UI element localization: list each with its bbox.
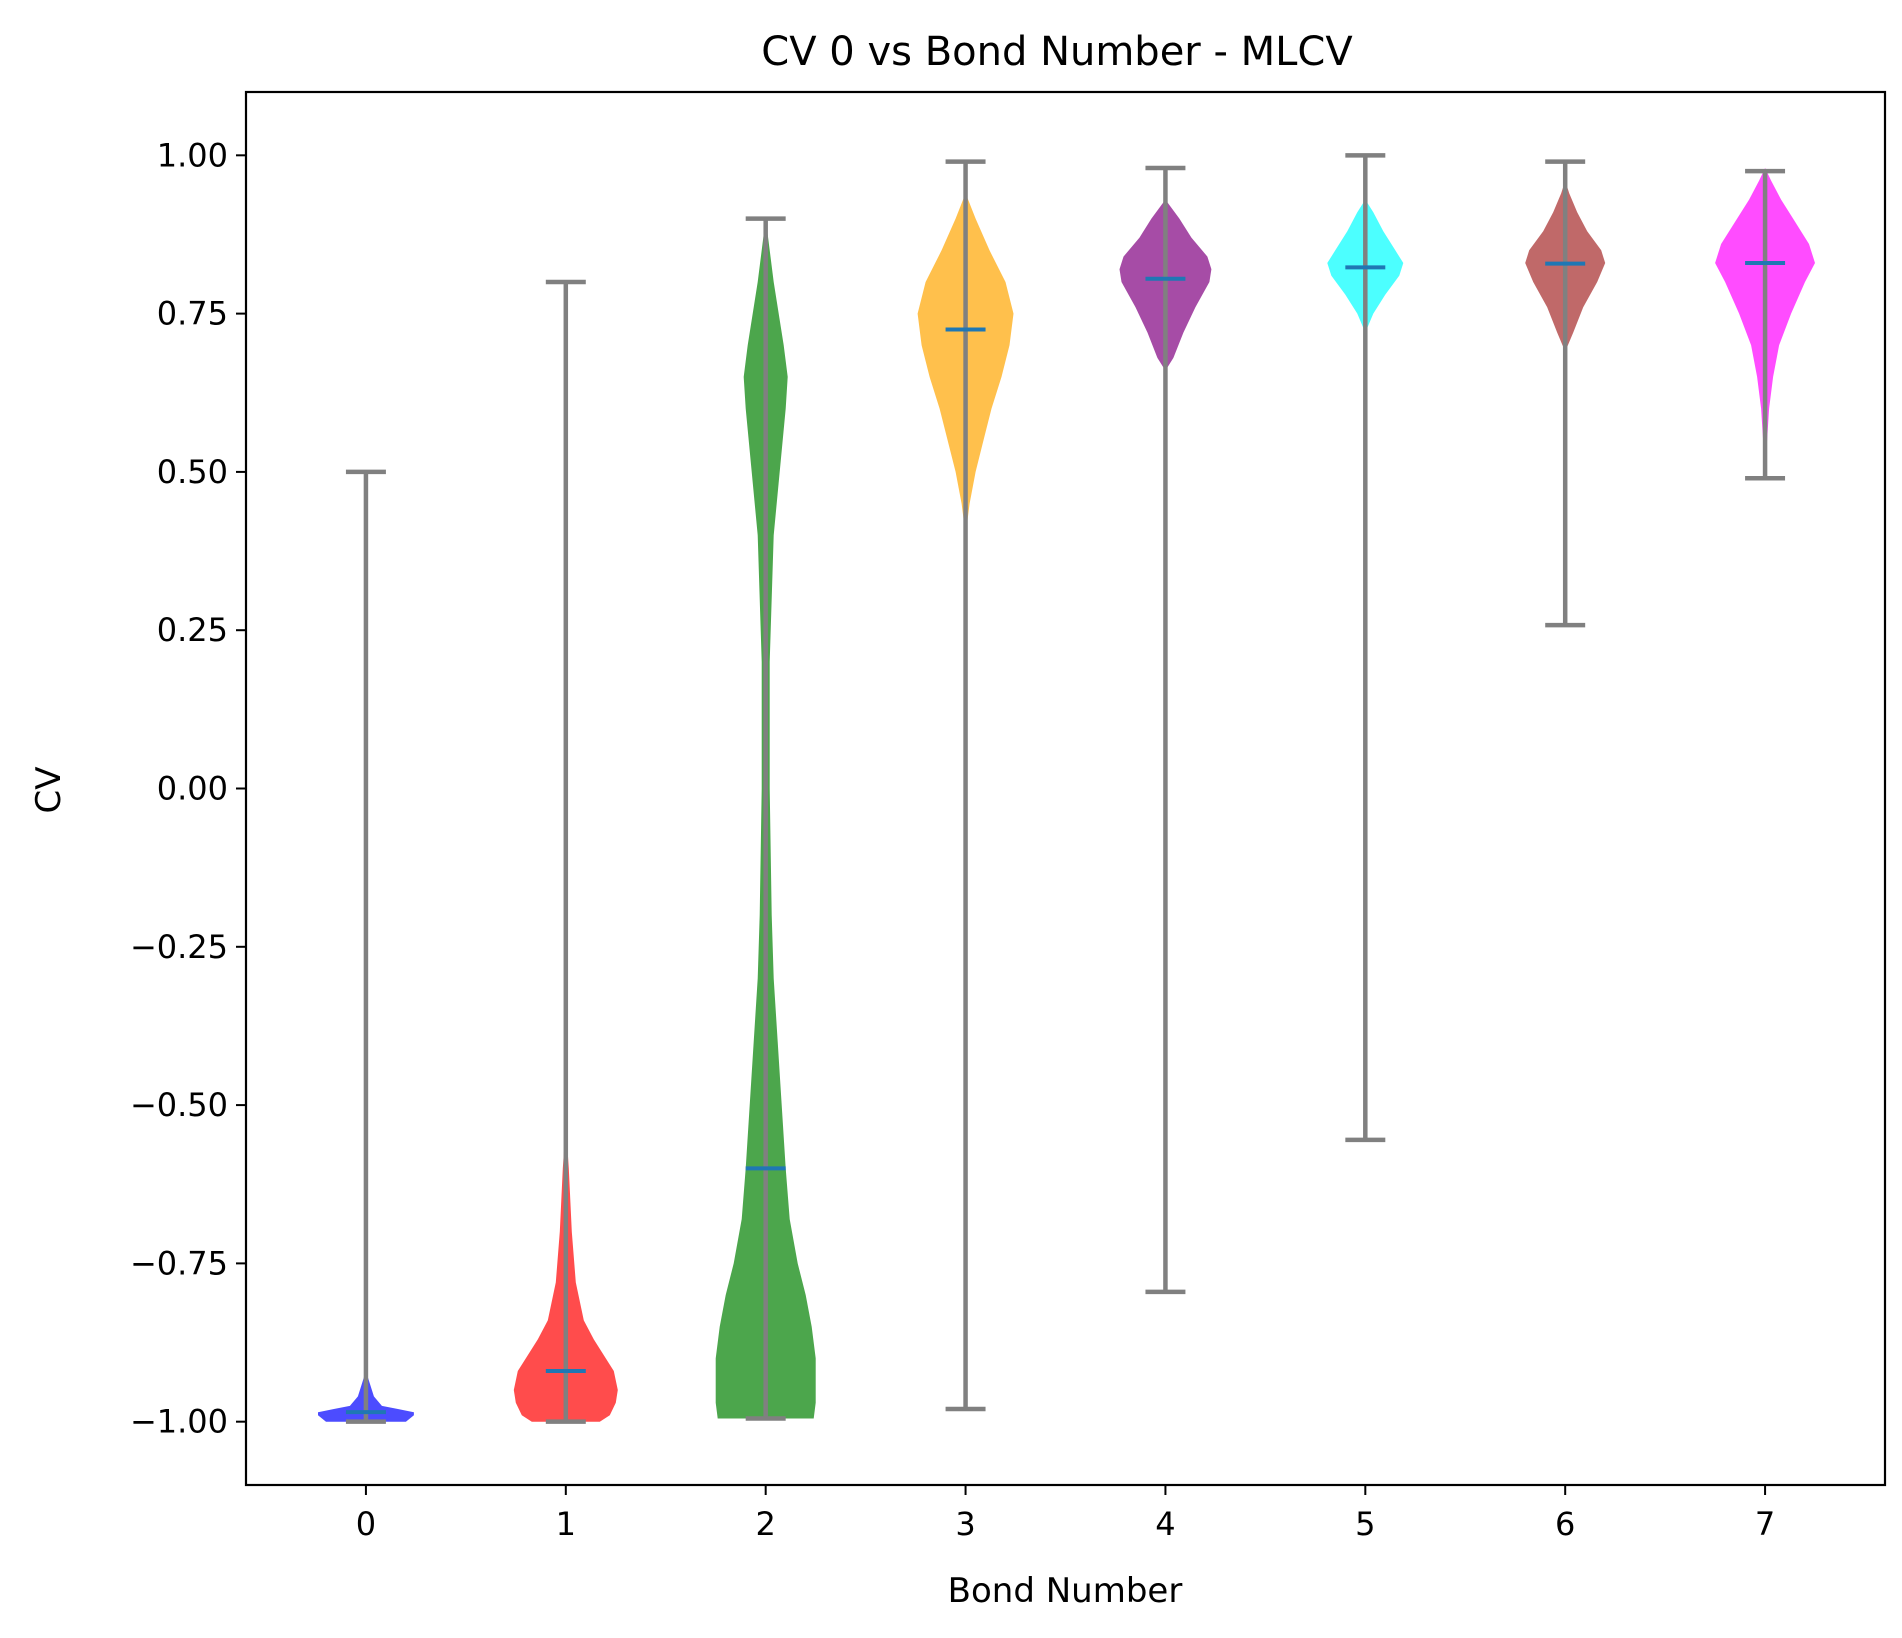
y-tick-label: 0.50 [157, 453, 228, 491]
x-tick-label-7: 7 [1755, 1505, 1775, 1543]
violin-group-0 [318, 469, 414, 1424]
x-tick-label-0: 0 [356, 1505, 376, 1543]
y-tick-label: 0.25 [157, 611, 228, 649]
x-tick-label-1: 1 [556, 1505, 576, 1543]
plot-area [318, 153, 1815, 1424]
y-tick-label: −0.75 [130, 1244, 228, 1282]
x-tick-label-6: 6 [1555, 1505, 1575, 1543]
x-tick-label-3: 3 [955, 1505, 975, 1543]
tick-layer: 0 1 2 3 4 5 6 7 1.00 0.75 0.50 0.25 0.00 −0.25 −0.50 −0… [130, 136, 1775, 1543]
chart-title: CV 0 vs Bond Number - MLCV [761, 29, 1353, 75]
y-tick-label: 0.00 [157, 770, 228, 808]
violin-group-3 [917, 159, 1014, 1412]
violin-group-4 [1119, 165, 1212, 1295]
x-tick-label-2: 2 [756, 1505, 776, 1543]
x-tick-label-4: 4 [1155, 1505, 1175, 1543]
y-tick-label: −0.25 [130, 928, 228, 966]
violin-group-6 [1525, 159, 1606, 628]
y-tick-label: −1.00 [130, 1403, 228, 1441]
y-tick-label: −0.50 [130, 1086, 228, 1124]
violin-group-7 [1715, 168, 1815, 481]
y-axis-label: CV [29, 767, 69, 814]
y-tick-label: 0.75 [157, 295, 228, 333]
x-tick-label-5: 5 [1355, 1505, 1375, 1543]
violin-group-5 [1327, 153, 1404, 1143]
y-tick-label: 1.00 [157, 136, 228, 174]
violin-group-2 [715, 216, 816, 1421]
x-axis-label: Bond Number [948, 1571, 1183, 1611]
violin-group-1 [513, 279, 618, 1424]
